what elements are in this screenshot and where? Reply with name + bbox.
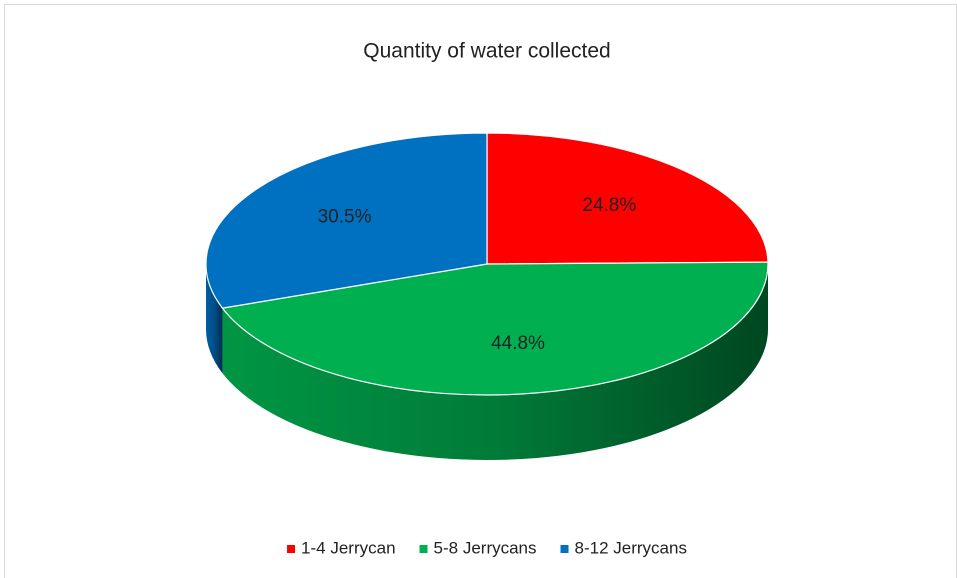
pie-slice	[486, 132, 769, 265]
data-label: 44.8%	[491, 333, 545, 354]
pie-side-shade	[222, 264, 769, 460]
legend-label: 5-8 Jerrycans	[434, 538, 537, 557]
legend-swatch	[560, 545, 569, 553]
chart-title: Quantity of water collected	[363, 40, 610, 63]
pie-slice	[221, 261, 769, 396]
pie-side-shade	[206, 264, 223, 374]
pie-slice	[205, 132, 488, 309]
legend-swatch	[419, 545, 428, 553]
legend-swatch	[287, 545, 296, 553]
legend-label: 8-12 Jerrycans	[575, 538, 687, 557]
legend-label: 1-4 Jerrycan	[301, 538, 395, 557]
data-label: 24.8%	[582, 195, 636, 216]
data-label: 30.5%	[318, 206, 372, 227]
